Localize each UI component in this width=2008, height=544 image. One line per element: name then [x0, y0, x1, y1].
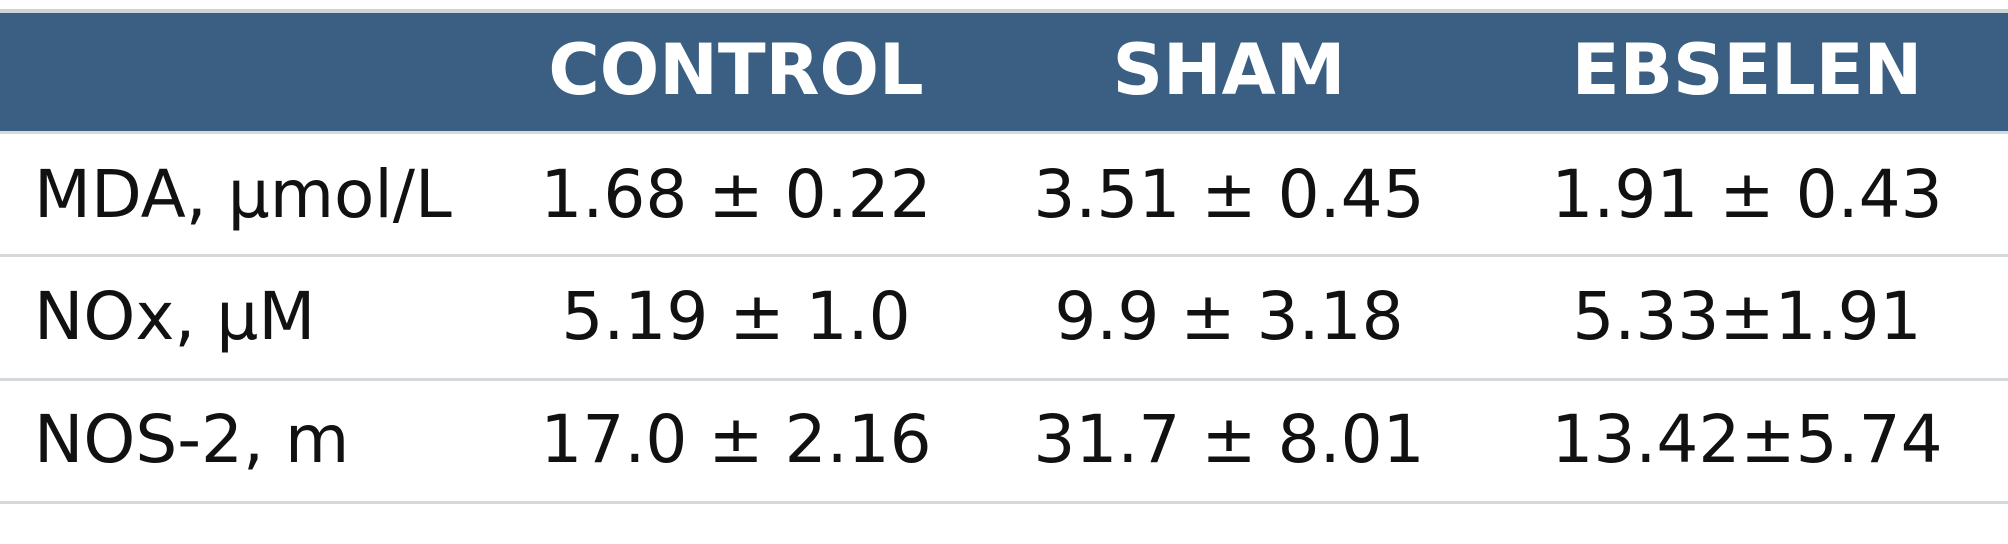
- column-header: SHAM: [1113, 29, 1346, 111]
- cell-value: 9.9 ± 3.18: [1054, 278, 1403, 355]
- cell-value: 5.19 ± 1.0: [561, 278, 910, 355]
- row-label: NOS-2, m: [34, 401, 349, 478]
- cell-value: 17.0 ± 2.16: [540, 401, 931, 478]
- column-header: EBSELEN: [1572, 29, 1922, 111]
- row-label: MDA, μmol/L: [34, 156, 452, 233]
- column-header: CONTROL: [548, 29, 923, 111]
- cell-value: 31.7 ± 8.01: [1033, 401, 1424, 478]
- cell-value: 5.33±1.91: [1572, 278, 1921, 355]
- cell-value: 1.68 ± 0.22: [540, 156, 931, 233]
- cell-value: 13.42±5.74: [1551, 401, 1942, 478]
- cell-value: 3.51 ± 0.45: [1033, 156, 1424, 233]
- row-rule: [0, 501, 2008, 504]
- header-rule: [0, 131, 2008, 134]
- top-rule: [0, 9, 2008, 13]
- cell-value: 1.91 ± 0.43: [1551, 156, 1942, 233]
- row-label: NOx, μM: [34, 278, 315, 355]
- row-rule: [0, 378, 2008, 381]
- row-rule: [0, 254, 2008, 257]
- header-band: [0, 13, 2008, 131]
